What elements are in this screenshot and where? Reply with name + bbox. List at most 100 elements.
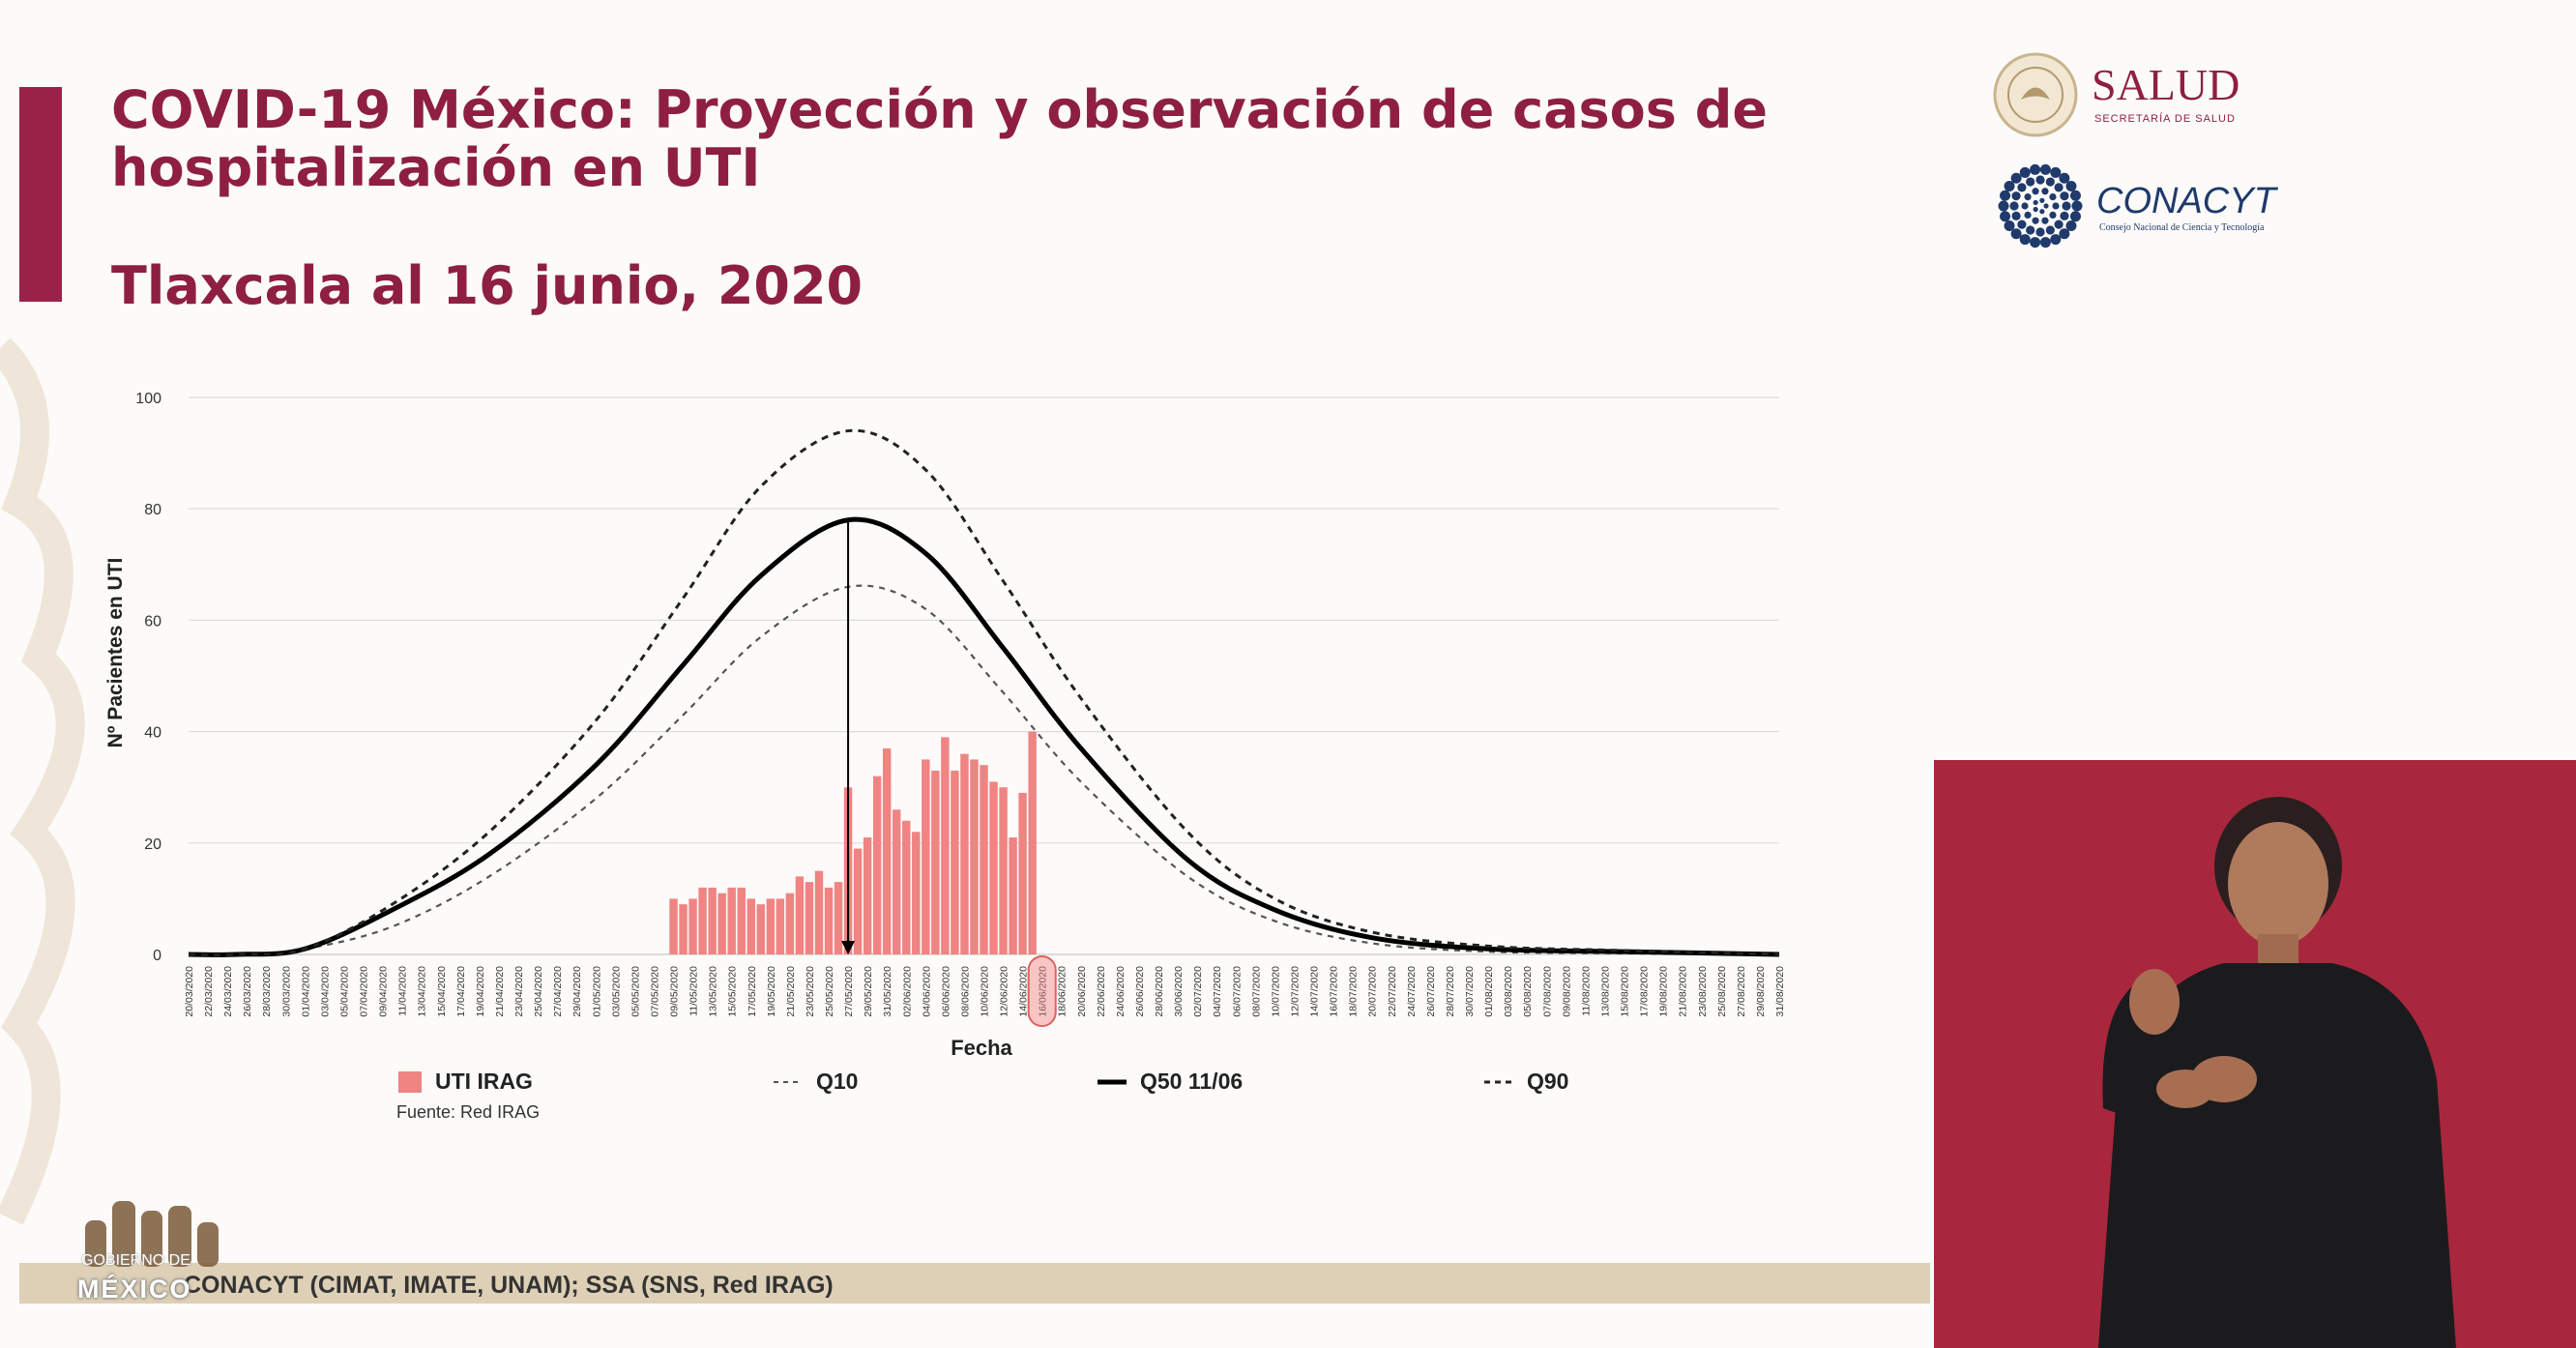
x-tick-label: 09/04/2020: [378, 966, 390, 1017]
bar: [737, 887, 746, 954]
bar: [766, 898, 776, 954]
legend-item-q10: Q10: [774, 1069, 858, 1095]
x-tick-label: 11/08/2020: [1580, 966, 1592, 1016]
y-axis-ticks: 0 20 40 60 80 100: [135, 391, 161, 964]
x-tick-label: 24/03/2020: [222, 966, 234, 1017]
x-tick-label: 05/05/2020: [629, 966, 641, 1017]
x-tick-label: 22/06/2020: [1096, 966, 1107, 1017]
x-tick-label: 12/06/2020: [999, 966, 1010, 1017]
bar: [1028, 731, 1037, 954]
bar: [893, 809, 901, 954]
x-tick-label: 22/07/2020: [1387, 966, 1398, 1017]
x-tick-label: 09/08/2020: [1561, 966, 1572, 1017]
x-tick-label: 13/05/2020: [708, 966, 719, 1017]
x-tick-label: 09/05/2020: [669, 966, 681, 1017]
bar: [872, 776, 882, 954]
bar: [669, 898, 678, 954]
legend-label-bars: UTI IRAG: [435, 1069, 533, 1094]
page-subtitle: Tlaxcala al 16 junio, 2020: [111, 255, 864, 316]
y-tick-label: 40: [144, 725, 161, 742]
icu-projection-chart: 0 20 40 60 80 100 20/03/2020 22/03/2020 24/03/2…: [104, 391, 1786, 1060]
projection-curves: [188, 428, 1780, 957]
x-tick-label: 20/07/2020: [1367, 966, 1379, 1017]
x-tick-label: 26/03/2020: [242, 966, 253, 1017]
bar-series: [669, 731, 1037, 954]
legend-item-q50: Q50 11/06: [1098, 1069, 1243, 1095]
x-tick-label: 20/03/2020: [184, 966, 195, 1017]
bar: [746, 898, 755, 954]
x-tick-label: 29/08/2020: [1755, 966, 1767, 1017]
x-tick-label: 02/06/2020: [901, 966, 913, 1017]
bar: [941, 737, 950, 954]
x-tick-label: 11/04/2020: [397, 966, 409, 1016]
x-tick-label: 26/07/2020: [1425, 966, 1437, 1017]
bar: [785, 893, 795, 954]
x-tick-label: 30/07/2020: [1464, 966, 1476, 1017]
x-tick-label: 15/05/2020: [727, 966, 739, 1017]
x-tick-label: 20/06/2020: [1076, 966, 1088, 1017]
x-tick-label: 18/07/2020: [1348, 966, 1360, 1017]
title-accent-bar: [19, 87, 62, 302]
bar: [922, 759, 930, 954]
bar: [980, 765, 988, 954]
curve-q50: [188, 516, 1780, 957]
legend-swatch-q90: [1484, 1080, 1513, 1083]
bar: [951, 770, 959, 954]
x-tick-label: 07/05/2020: [649, 966, 660, 1017]
x-tick-label: 29/05/2020: [863, 966, 874, 1017]
x-tick-label: 03/08/2020: [1503, 966, 1514, 1017]
x-tick-label: 18/06/2020: [1057, 966, 1068, 1017]
bar: [688, 898, 697, 954]
y-tick-label: 0: [153, 948, 161, 964]
bar: [717, 893, 726, 954]
gobierno-de-mexico-logo: [85, 1201, 219, 1267]
x-tick-label: 02/07/2020: [1192, 966, 1204, 1017]
x-tick-label: 19/08/2020: [1658, 966, 1670, 1017]
x-tick-label: 15/04/2020: [436, 966, 448, 1017]
peak-marker: [841, 519, 856, 954]
x-tick-label: 01/08/2020: [1483, 966, 1495, 1017]
x-tick-label: 24/06/2020: [1115, 966, 1127, 1017]
x-tick-label: 28/06/2020: [1154, 966, 1165, 1017]
y-tick-label: 100: [135, 391, 161, 407]
curve-q10: [188, 584, 1780, 956]
x-tick-label: 19/04/2020: [475, 966, 486, 1017]
x-tick-label: 01/05/2020: [591, 966, 602, 1017]
background-pattern: [0, 337, 85, 1225]
x-tick-label: 07/08/2020: [1541, 966, 1553, 1017]
x-tick-label: 27/05/2020: [843, 966, 855, 1017]
legend-swatch-q50: [1098, 1079, 1127, 1084]
bar: [882, 747, 892, 954]
y-tick-label: 20: [144, 836, 161, 853]
bar: [931, 770, 940, 954]
x-tick-label: 17/04/2020: [455, 966, 467, 1017]
footer-credits: CONACYT (CIMAT, IMATE, UNAM); SSA (SNS, …: [184, 1272, 834, 1299]
x-tick-label: 16/07/2020: [1329, 966, 1340, 1017]
bar: [805, 882, 814, 954]
x-axis-label: Fecha: [951, 1036, 1012, 1060]
x-tick-label: 30/06/2020: [1173, 966, 1185, 1017]
bar: [795, 876, 805, 954]
page-title-line1: COVID-19 México: Proyección y observació…: [111, 79, 1768, 140]
peak-arrow-head: [841, 941, 856, 954]
y-tick-label: 80: [144, 502, 161, 518]
legend-label-q90: Q90: [1527, 1069, 1569, 1094]
y-tick-label: 60: [144, 613, 161, 630]
bar: [902, 820, 911, 954]
legend-item-q90: Q90: [1484, 1069, 1568, 1095]
bar: [1018, 792, 1027, 954]
salud-sub: SECRETARÍA DE SALUD: [2094, 112, 2236, 125]
bar: [853, 848, 863, 954]
x-tick-label: 01/04/2020: [300, 966, 311, 1017]
bar: [960, 753, 969, 954]
x-tick-label: 24/07/2020: [1406, 966, 1418, 1017]
conacyt-dots-icon: [1998, 163, 2083, 249]
interpreter-figure: [2098, 797, 2456, 1348]
x-tick-label: 03/04/2020: [319, 966, 331, 1017]
legend-item-bars: UTI IRAG: [398, 1069, 533, 1095]
bar: [776, 898, 785, 954]
current-date-highlight: [1027, 955, 1057, 1027]
bar: [727, 887, 736, 954]
legend-swatch-bars: [398, 1070, 422, 1093]
bar: [708, 887, 717, 954]
